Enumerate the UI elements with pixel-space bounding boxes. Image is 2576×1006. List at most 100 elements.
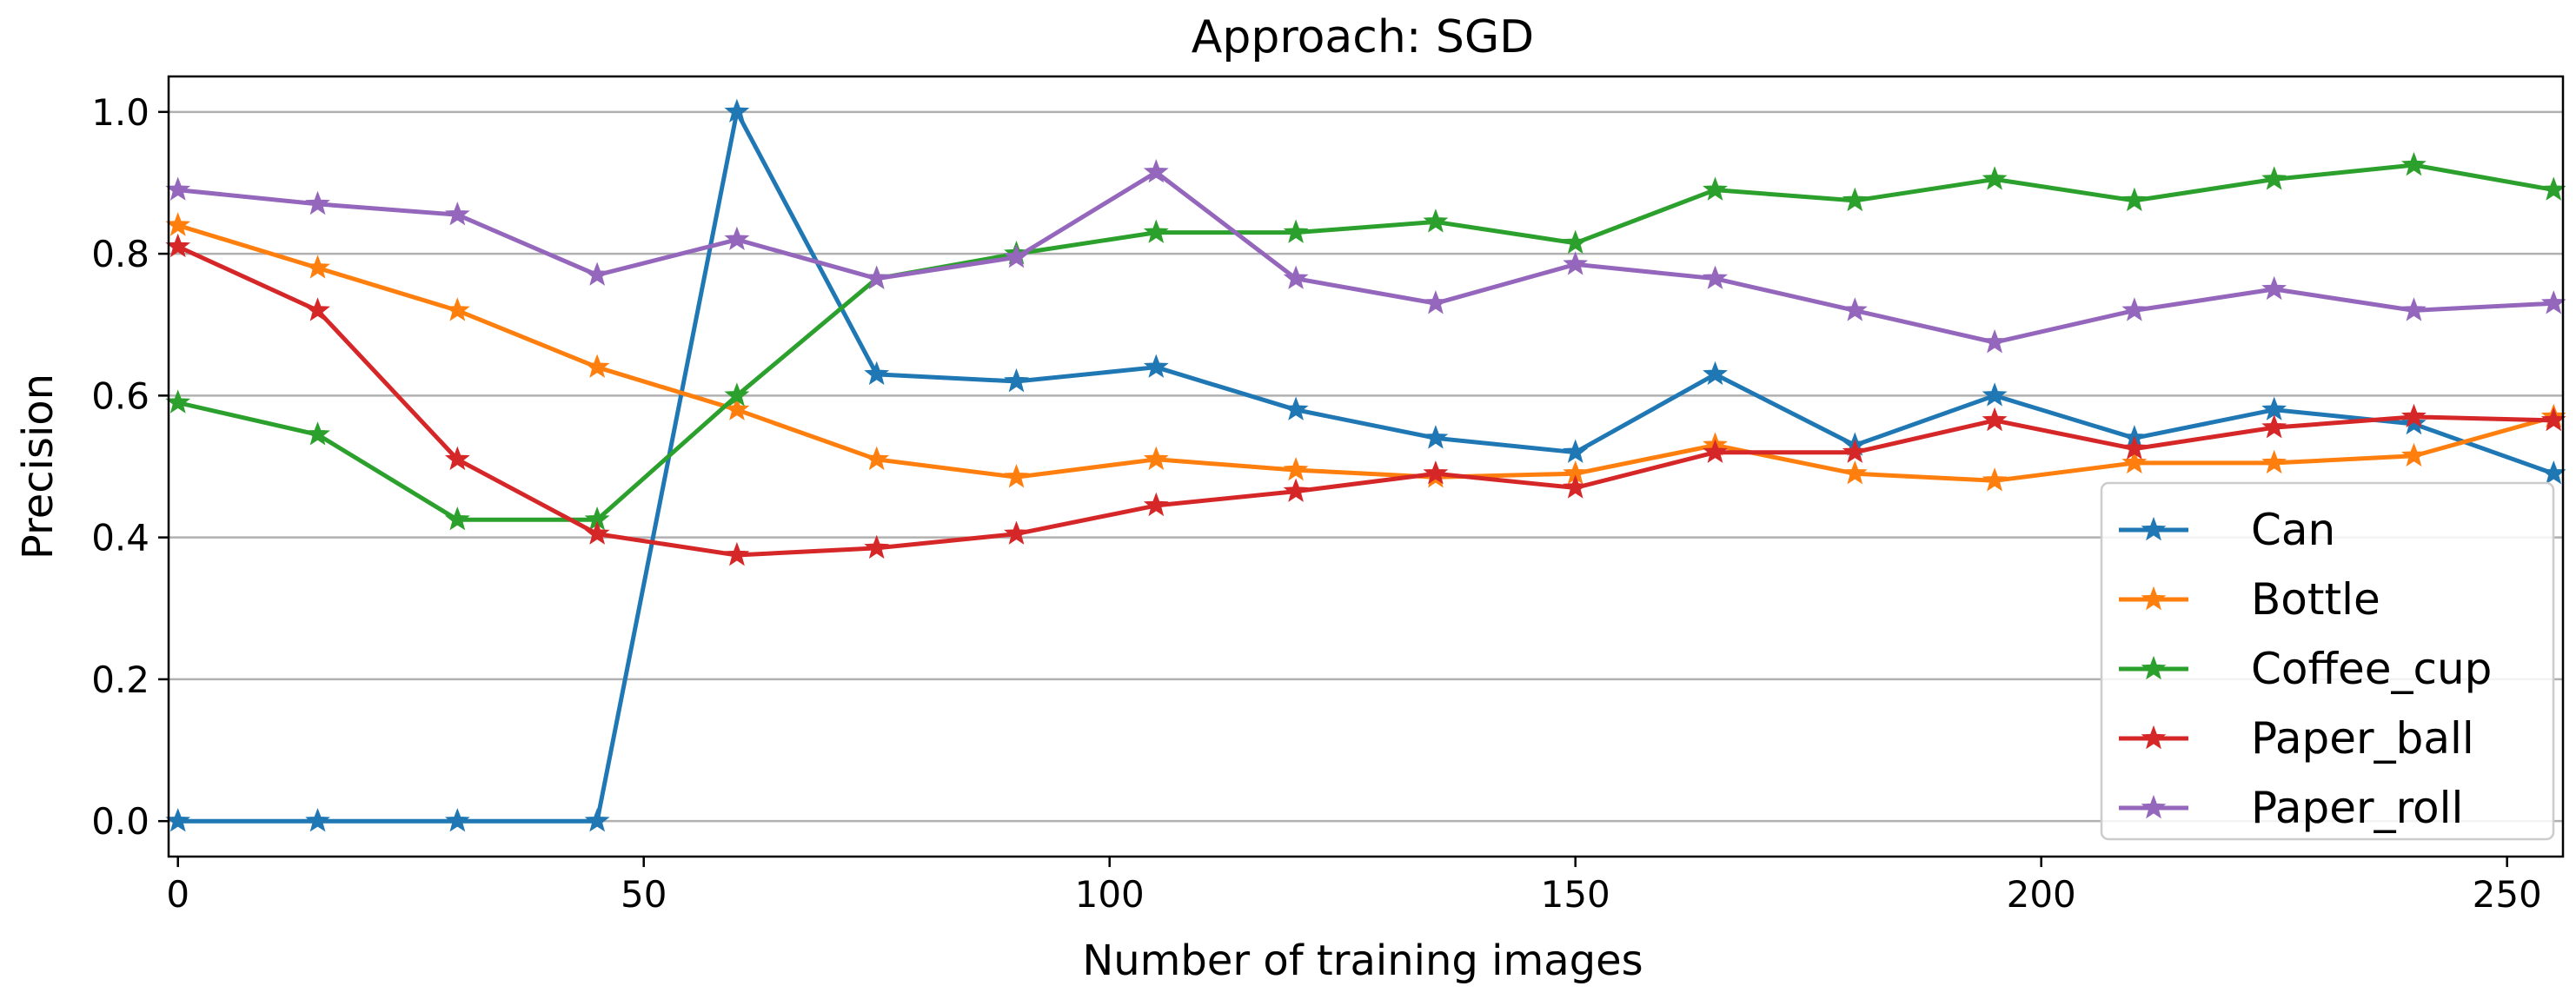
data-point-paper-ball	[1563, 474, 1589, 499]
data-point-paper-ball	[1143, 492, 1169, 517]
x-tick-label: 200	[2007, 873, 2076, 916]
legend-box	[2100, 481, 2555, 841]
data-point-paper-roll	[2540, 290, 2566, 314]
data-point-bottle	[1982, 467, 2008, 492]
series-line-can	[177, 109, 2555, 824]
data-point-coffee-cup	[1842, 187, 1868, 212]
data-point-paper-roll	[864, 265, 890, 289]
data-point-paper-ball	[584, 520, 610, 545]
data-point-coffee-cup	[2261, 166, 2287, 190]
data-point-paper-roll	[165, 176, 191, 201]
data-point-can	[1982, 382, 2008, 407]
data-point-can	[165, 808, 191, 832]
legend-item-paper-ball: Paper_ball	[2119, 713, 2474, 764]
data-point-coffee-cup	[2540, 176, 2566, 201]
data-point-paper-roll	[724, 226, 750, 251]
data-point-paper-roll	[1703, 265, 1728, 289]
legend-label-can: Can	[2251, 505, 2335, 555]
x-tick-label: 50	[621, 873, 667, 916]
data-point-paper-ball	[1004, 520, 1029, 545]
data-point-bottle	[2401, 442, 2427, 467]
data-point-paper-ball	[1283, 478, 1309, 502]
legend-marker-bottle	[2141, 586, 2167, 611]
series-line-bottle	[176, 223, 2554, 483]
y-tick-label: 0.0	[91, 800, 149, 843]
data-point-can	[2540, 460, 2566, 485]
x-axis-label: Number of training images	[1082, 937, 1643, 985]
data-point-coffee-cup	[1982, 166, 2008, 190]
data-point-can	[305, 808, 330, 832]
data-point-paper-roll	[305, 190, 330, 215]
data-point-coffee-cup	[1703, 176, 1728, 201]
data-point-paper-roll	[1143, 159, 1169, 183]
data-point-paper-roll	[1004, 244, 1029, 268]
data-point-bottle	[584, 354, 610, 378]
legend-marker-coffee-cup	[2141, 655, 2167, 680]
data-point-paper-roll	[445, 202, 470, 226]
legend-item-can: Can	[2119, 505, 2335, 555]
data-point-can	[1423, 425, 1449, 449]
legend-marker-paper-roll	[2141, 794, 2167, 819]
data-point-paper-ball	[1423, 460, 1449, 485]
data-point-can	[1004, 367, 1029, 393]
data-point-can	[1563, 439, 1589, 463]
legend-label-coffee-cup: Coffee_cup	[2251, 644, 2492, 694]
legend-marker-can	[2141, 516, 2167, 541]
plot-frame	[167, 75, 2565, 858]
x-tick-label: 0	[166, 873, 189, 916]
data-point-paper-ball	[2261, 414, 2287, 439]
data-point-can	[1283, 396, 1309, 420]
legend-marker-paper-ball	[2141, 725, 2167, 750]
data-point-can	[1143, 354, 1169, 378]
data-point-paper-ball	[444, 446, 470, 471]
data-point-paper-roll	[584, 261, 610, 286]
data-point-paper-ball	[1703, 439, 1728, 463]
y-axis-label: Precision	[14, 374, 63, 559]
data-point-can	[724, 98, 750, 123]
data-point-coffee-cup	[1283, 219, 1309, 243]
x-tick-label: 250	[2473, 873, 2542, 916]
y-tick-label: 0.6	[91, 374, 149, 417]
y-tick-label: 0.4	[91, 517, 149, 559]
data-point-paper-ball	[305, 297, 330, 321]
data-point-paper-ball	[165, 233, 191, 258]
data-point-can	[584, 808, 610, 832]
data-point-paper-roll	[1982, 328, 2008, 354]
data-point-can	[445, 808, 470, 832]
legend: Can Bottle Coffee_cup Paper_ball Paper_roll	[2100, 481, 2555, 841]
data-point-coffee-cup	[724, 382, 750, 407]
y-tick-label: 0.8	[91, 233, 149, 275]
data-point-bottle	[2261, 449, 2287, 474]
data-point-bottle	[1283, 456, 1309, 481]
data-point-paper-roll	[1563, 251, 1589, 275]
series-can	[165, 98, 2566, 832]
x-tick-label: 100	[1075, 873, 1145, 916]
legend-item-paper-roll: Paper_roll	[2119, 783, 2463, 833]
data-point-coffee-cup	[165, 389, 191, 414]
data-point-bottle	[2121, 449, 2148, 474]
data-point-paper-roll	[2121, 297, 2148, 321]
data-point-paper-ball	[2401, 403, 2427, 428]
data-point-can	[864, 361, 890, 386]
data-point-paper-roll	[1842, 297, 1868, 321]
data-point-paper-roll	[1423, 290, 1449, 314]
data-point-paper-ball	[724, 541, 750, 566]
data-point-bottle	[864, 446, 890, 471]
data-point-can	[2401, 410, 2427, 435]
data-point-bottle	[724, 396, 750, 420]
data-point-coffee-cup	[1563, 229, 1589, 255]
data-point-coffee-cup	[1423, 208, 1449, 233]
data-point-paper-ball	[864, 534, 890, 559]
data-point-paper-ball	[1982, 407, 2008, 432]
series-line-paper-ball	[176, 244, 2554, 558]
data-point-coffee-cup	[305, 421, 330, 446]
data-point-bottle	[305, 255, 330, 279]
data-point-bottle	[1143, 446, 1169, 471]
legend-item-bottle: Bottle	[2119, 574, 2380, 625]
data-point-coffee-cup	[1143, 219, 1169, 243]
legend-label-bottle: Bottle	[2251, 574, 2380, 625]
data-point-paper-roll	[1283, 265, 1309, 289]
series-paper-ball	[165, 233, 2566, 566]
